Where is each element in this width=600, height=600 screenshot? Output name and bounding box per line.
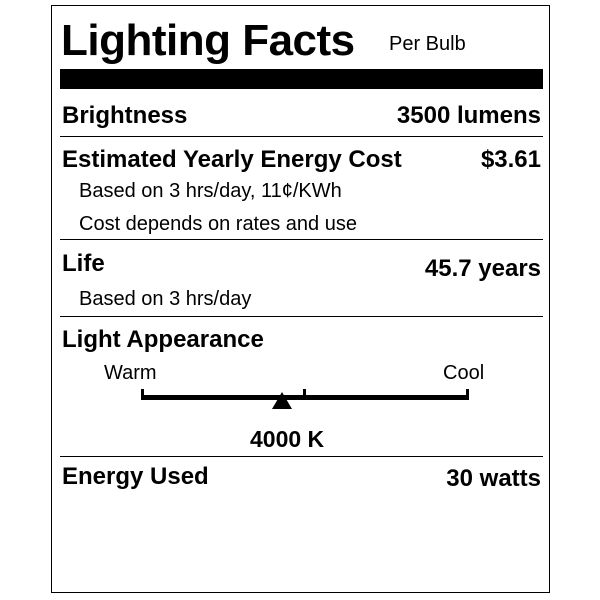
scale-tick — [141, 389, 144, 400]
color-temperature-marker-icon — [272, 392, 293, 409]
life-label: Life — [62, 250, 105, 277]
energy-cost-note: Based on 3 hrs/day, 11¢/KWh — [79, 180, 342, 202]
divider — [60, 316, 543, 317]
life-value: 45.7 years — [424, 255, 541, 282]
label-title: Lighting Facts — [61, 16, 355, 65]
brightness-value: 3500 lumens — [396, 102, 541, 129]
life-note: Based on 3 hrs/day — [79, 288, 252, 310]
scale-tick — [466, 389, 469, 400]
label-subtitle: Per Bulb — [389, 33, 466, 55]
divider — [60, 456, 543, 457]
color-temperature-value: 4000 K — [250, 426, 325, 452]
energy-cost-value: $3.61 — [480, 146, 541, 173]
scale-tick — [303, 389, 306, 400]
lighting-facts-label: Lighting Facts Per Bulb Brightness 3500 … — [51, 5, 550, 593]
divider — [60, 239, 543, 240]
warm-label: Warm — [104, 362, 157, 384]
energy-cost-label: Estimated Yearly Energy Cost — [62, 146, 402, 173]
energy-cost-note: Cost depends on rates and use — [79, 213, 357, 235]
cool-label: Cool — [443, 362, 485, 384]
energy-used-value: 30 watts — [446, 465, 541, 492]
light-appearance-label: Light Appearance — [62, 326, 264, 353]
divider — [60, 136, 543, 137]
brightness-label: Brightness — [62, 102, 188, 129]
energy-used-label: Energy Used — [62, 463, 209, 490]
title-divider — [60, 69, 543, 89]
